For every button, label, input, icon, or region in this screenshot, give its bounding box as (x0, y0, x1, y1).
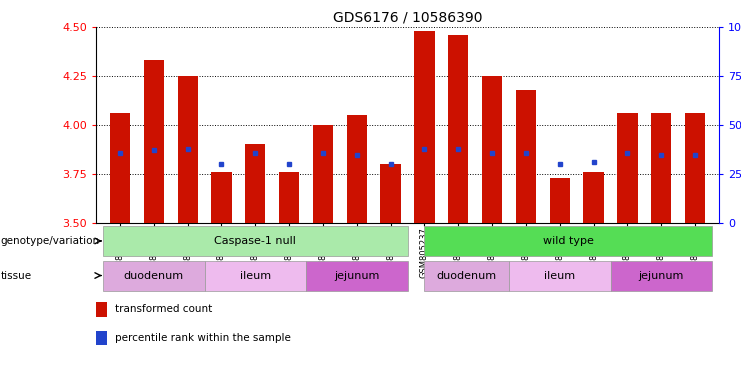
Bar (245, 144, 265, 223)
Bar (550, 178, 570, 223)
Bar (96, 302, 107, 317)
Bar (448, 35, 468, 223)
Text: duodenum: duodenum (436, 270, 496, 281)
Text: tissue: tissue (1, 270, 32, 281)
Bar (313, 125, 333, 223)
FancyBboxPatch shape (103, 226, 408, 256)
Bar (583, 172, 604, 223)
Bar (178, 76, 198, 223)
Bar (685, 113, 705, 223)
Text: duodenum: duodenum (124, 270, 184, 281)
Bar (482, 76, 502, 223)
FancyBboxPatch shape (306, 260, 408, 291)
Text: jejunum: jejunum (639, 270, 684, 281)
Bar (110, 113, 130, 223)
Text: genotype/variation: genotype/variation (1, 236, 100, 246)
Title: GDS6176 / 10586390: GDS6176 / 10586390 (333, 10, 482, 24)
FancyBboxPatch shape (611, 260, 712, 291)
FancyBboxPatch shape (425, 260, 509, 291)
Text: ileum: ileum (240, 270, 271, 281)
Text: wild type: wild type (543, 236, 594, 246)
Text: percentile rank within the sample: percentile rank within the sample (115, 333, 291, 343)
Bar (651, 113, 671, 223)
Bar (211, 172, 232, 223)
Bar (380, 164, 401, 223)
FancyBboxPatch shape (425, 226, 712, 256)
Bar (144, 60, 164, 223)
Bar (347, 115, 367, 223)
Text: transformed count: transformed count (115, 305, 213, 314)
Bar (414, 31, 435, 223)
Text: Caspase-1 null: Caspase-1 null (214, 236, 296, 246)
FancyBboxPatch shape (509, 260, 611, 291)
Text: jejunum: jejunum (334, 270, 379, 281)
Text: ileum: ileum (544, 270, 575, 281)
Bar (516, 89, 536, 223)
Bar (96, 331, 107, 345)
FancyBboxPatch shape (205, 260, 306, 291)
Bar (617, 113, 637, 223)
FancyBboxPatch shape (103, 260, 205, 291)
Bar (279, 172, 299, 223)
